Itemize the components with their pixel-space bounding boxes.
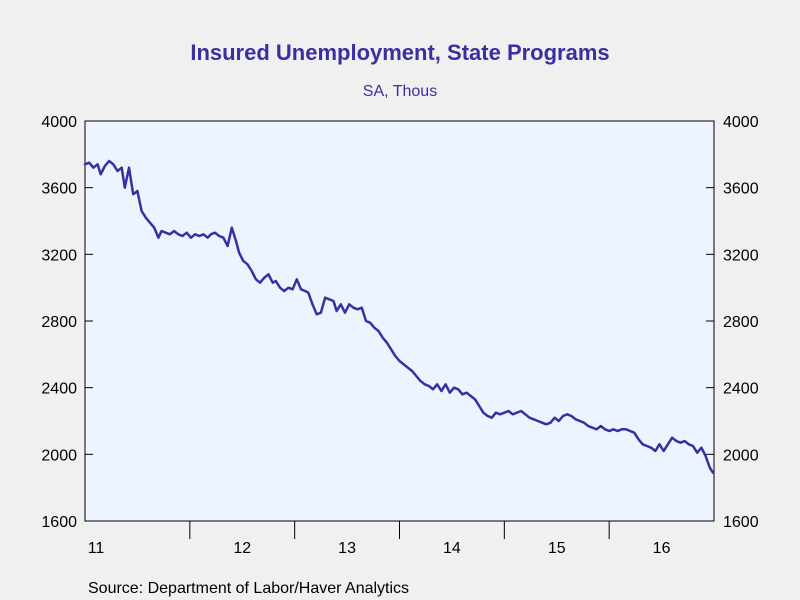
series-line [83,159,715,474]
x-tick-label: 16 [653,540,671,557]
chart-title: Insured Unemployment, State Programs [190,40,609,65]
y-tick-label-right: 2800 [723,314,759,331]
y-tick-label-left: 3200 [41,247,77,264]
y-tick-label-right: 4000 [723,114,759,131]
y-tick-label-right: 3200 [723,247,759,264]
x-tick-label: 13 [338,540,356,557]
y-tick-label-left: 3600 [41,181,77,198]
y-tick-label-right: 2000 [723,447,759,464]
x-tick-label: 11 [88,540,105,557]
y-tick-label-right: 1600 [723,514,759,531]
y-tick-label-right: 2400 [723,381,759,398]
y-tick-label-left: 4000 [41,114,77,131]
x-tick-label: 14 [443,540,461,557]
y-tick-label-left: 2000 [41,447,77,464]
y-tick-label-left: 2400 [41,381,77,398]
x-tick-label: 15 [548,540,566,557]
y-tick-label-right: 3600 [723,181,759,198]
chart-source: Source: Department of Labor/Haver Analyt… [88,580,409,597]
chart-subtitle: SA, Thous [363,83,437,100]
x-tick-label: 12 [233,540,251,557]
y-tick-label-left: 1600 [41,514,77,531]
y-tick-label-left: 2800 [41,314,77,331]
plot-area [84,120,715,522]
